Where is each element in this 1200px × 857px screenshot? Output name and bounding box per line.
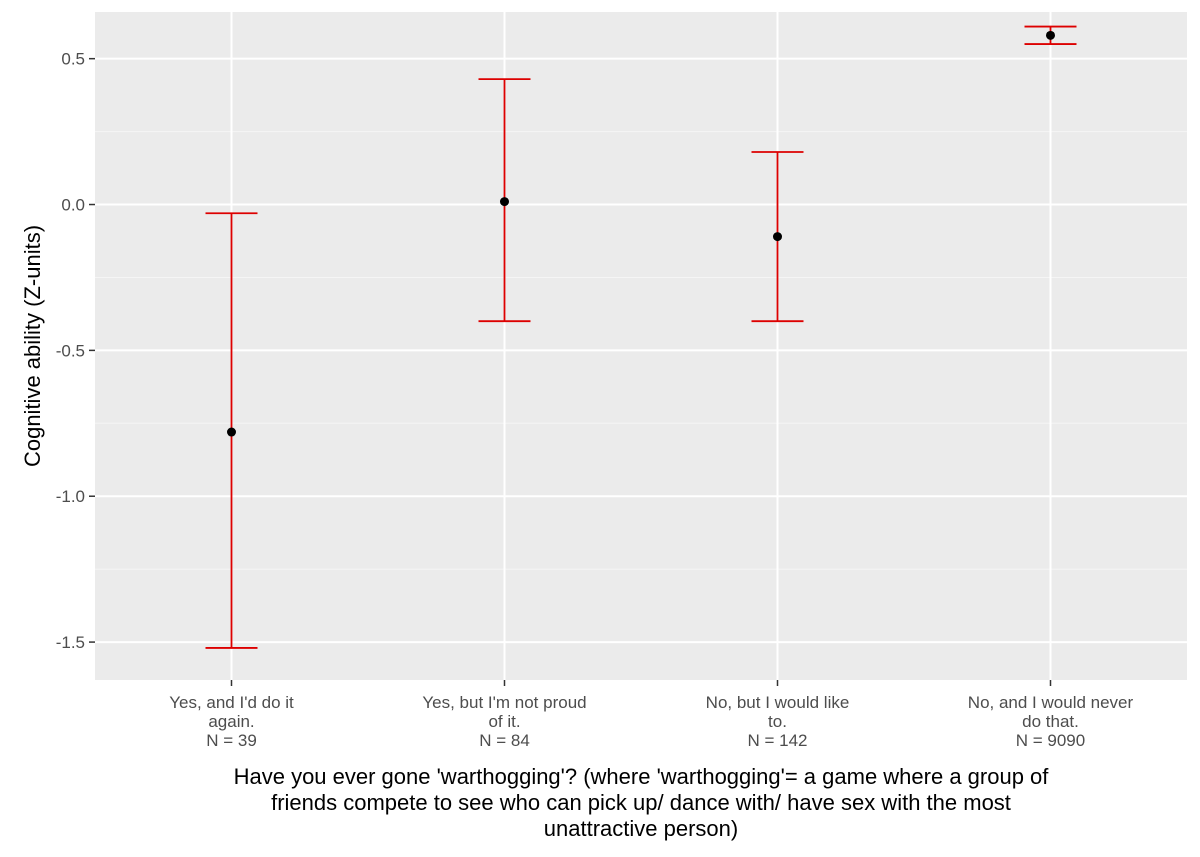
- mean-point: [773, 232, 782, 242]
- marks: [205, 25, 1077, 649]
- plot-panel: [95, 12, 1187, 680]
- x-tick-label: Yes, and I'd do it again. N = 39: [169, 693, 294, 750]
- errorbar-group: [205, 212, 258, 649]
- x-axis: Yes, and I'd do it again. N = 39 Yes, but I…: [169, 680, 1134, 750]
- y-tick-label: -1.0: [56, 487, 85, 506]
- y-axis-title: Cognitive ability (Z-units): [20, 225, 45, 467]
- x-axis-title-text: Have you ever gone 'warthogging'? (where…: [234, 764, 1050, 841]
- x-tick-label: No, and I would never do that. N = 9090: [968, 693, 1134, 750]
- mean-point: [227, 427, 236, 437]
- x-tick-label: No, but I would like to. N = 142: [706, 693, 850, 750]
- errorbar-group: [1024, 25, 1077, 45]
- y-tick-label: -0.5: [56, 341, 85, 360]
- x-axis-title: Have you ever gone 'warthogging'? (where…: [234, 764, 1050, 841]
- y-axis: 0.5 0.0 -0.5 -1.0 -1.5: [56, 50, 95, 652]
- mean-point: [1046, 30, 1055, 40]
- x-tick-label: Yes, but I'm not proud of it. N = 84: [422, 693, 586, 750]
- errorbar-group: [478, 78, 531, 323]
- y-tick-label: -1.5: [56, 633, 85, 652]
- y-tick-label: 0.0: [61, 196, 85, 215]
- mean-point: [500, 197, 509, 207]
- errorbar-group: [751, 151, 804, 323]
- y-tick-label: 0.5: [61, 50, 85, 69]
